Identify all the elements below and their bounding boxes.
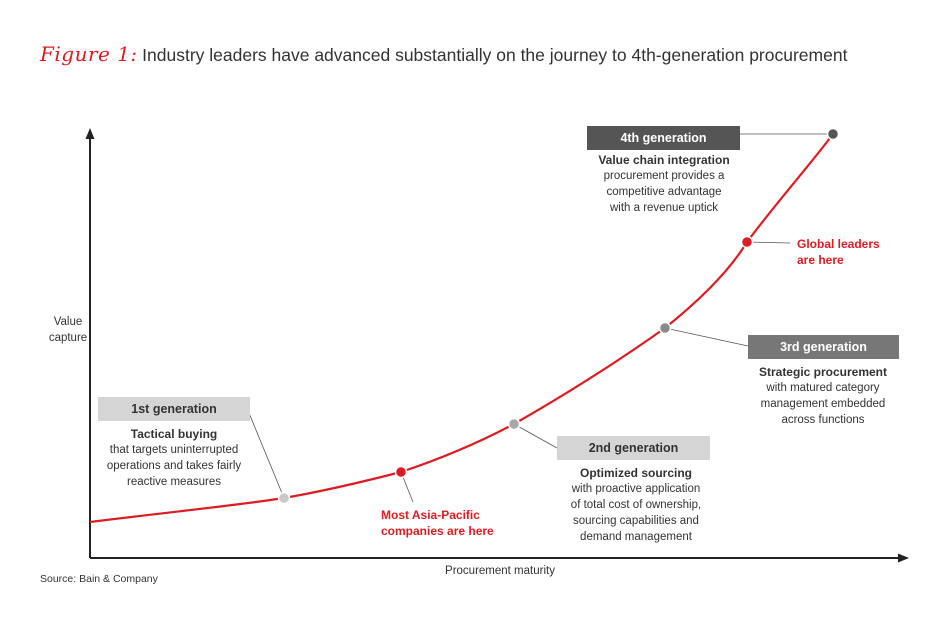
third-generation-line: with matured category	[766, 382, 880, 394]
second-generation-description: Optimized sourcing with proactive applic…	[548, 465, 724, 545]
global-leaders-callout-line1: Global leaders	[797, 237, 880, 251]
first-generation-heading: Tactical buying	[130, 427, 218, 441]
fourth-generation-line: with a revenue uptick	[609, 202, 719, 214]
x-axis-arrow	[898, 553, 909, 563]
y-axis-arrow	[85, 128, 95, 139]
y-axis-label-line1: Value	[53, 316, 83, 328]
second-generation-heading: Optimized sourcing	[579, 466, 692, 480]
leader-global	[746, 241, 791, 244]
first-generation-label: 1st generation	[98, 397, 250, 421]
fourth-generation-label: 4th generation	[587, 126, 740, 150]
leader-1st	[248, 412, 285, 499]
asia-pacific-callout-line2: companies are here	[381, 524, 494, 538]
third-generation-line: across functions	[781, 414, 865, 426]
fourth-generation-line: competitive advantage	[606, 186, 722, 198]
second-generation-line: of total cost of ownership,	[570, 499, 702, 511]
asia-pacific-callout: Most Asia-Pacific companies are here	[381, 507, 511, 539]
point-global-leaders	[740, 235, 754, 249]
point-4th-generation	[826, 127, 840, 141]
asia-pacific-callout-line1: Most Asia-Pacific	[381, 508, 480, 522]
third-generation-line: management embedded	[760, 398, 886, 410]
x-axis-label: Procurement maturity	[445, 565, 555, 577]
fourth-generation-line: procurement provides a	[603, 170, 725, 182]
third-generation-label: 3rd generation	[748, 335, 899, 359]
point-1st-generation	[277, 491, 291, 505]
fourth-generation-description: Value chain integration procurement prov…	[574, 152, 754, 216]
leader-2nd	[513, 423, 558, 449]
second-generation-line: with proactive application	[571, 483, 701, 495]
global-leaders-callout: Global leaders are here	[797, 236, 907, 268]
first-generation-line: reactive measures	[127, 476, 221, 488]
second-generation-line: sourcing capabilities and	[573, 515, 699, 527]
point-3rd-generation	[658, 321, 672, 335]
figure-label: Figure 1:	[40, 42, 138, 66]
figure-title: Figure 1: Industry leaders have advanced…	[40, 42, 847, 66]
point-asia-pacific	[394, 465, 408, 479]
source-note: Source: Bain & Company	[40, 573, 158, 585]
global-leaders-callout-line2: are here	[797, 253, 844, 267]
leader-3rd	[664, 327, 749, 347]
point-2nd-generation	[507, 417, 521, 431]
figure-title-text: Industry leaders have advanced substanti…	[142, 45, 848, 65]
third-generation-description: Strategic procurement with matured categ…	[733, 364, 913, 428]
fourth-generation-heading: Value chain integration	[598, 153, 730, 167]
y-axis-label-line2: capture	[48, 332, 88, 344]
first-generation-line: operations and takes fairly	[106, 460, 242, 472]
second-generation-label: 2nd generation	[557, 436, 710, 460]
first-generation-description: Tactical buying that targets uninterrupt…	[82, 426, 266, 490]
y-axis-label: Value capture	[46, 314, 90, 346]
second-generation-line: demand management	[580, 531, 692, 543]
third-generation-heading: Strategic procurement	[758, 365, 888, 379]
first-generation-line: that targets uninterrupted	[109, 444, 239, 456]
